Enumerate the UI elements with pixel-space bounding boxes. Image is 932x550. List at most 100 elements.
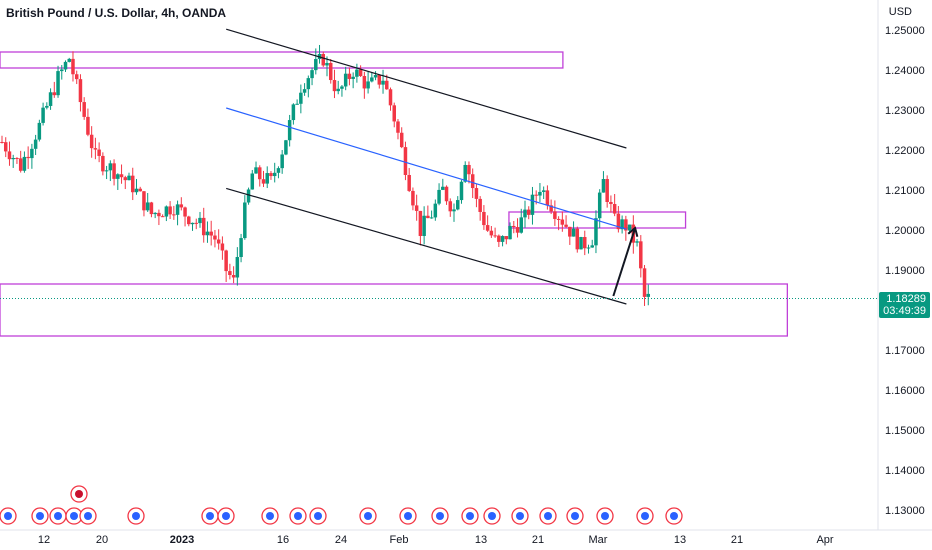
candle-body: [258, 167, 262, 180]
candle-body: [482, 211, 486, 226]
candle-body: [142, 191, 146, 211]
candle-body: [231, 275, 236, 278]
candle-body: [18, 158, 23, 171]
candle-body: [512, 225, 516, 228]
candle-body: [280, 154, 284, 169]
candle-body: [52, 92, 57, 96]
y-tick-label: 1.25000: [885, 25, 925, 37]
economic-event-flag-icon: [294, 512, 302, 520]
candle-body: [601, 179, 606, 193]
candle-body: [74, 74, 79, 80]
candle-body: [101, 155, 105, 172]
candle-body: [590, 245, 594, 248]
candle-body: [426, 215, 430, 219]
candle-body: [597, 192, 602, 219]
candle-body: [299, 92, 303, 104]
candle-body: [220, 243, 225, 251]
candle-body: [41, 107, 45, 123]
candle-body: [437, 189, 441, 204]
candle-body: [343, 73, 348, 87]
candle-body: [261, 179, 266, 184]
projection-arrow-line: [612, 227, 637, 297]
candle-body: [441, 186, 445, 190]
candle-body: [612, 204, 617, 214]
candle-body: [508, 225, 512, 240]
candle-body: [627, 224, 632, 231]
candle-body: [160, 216, 165, 218]
candle-body: [332, 80, 337, 92]
candle-body: [474, 188, 479, 199]
candle-body: [11, 158, 15, 160]
x-tick-label: Mar: [589, 534, 608, 546]
candle-body: [130, 175, 135, 193]
y-tick-label: 1.16000: [885, 385, 925, 397]
candle-body: [639, 241, 643, 269]
candle-body: [399, 132, 404, 148]
candle-body: [541, 190, 546, 192]
candle-body: [485, 225, 490, 231]
economic-event-flag-icon: [571, 512, 579, 520]
candle-body: [239, 238, 243, 258]
candle-body: [609, 201, 613, 205]
candle-body: [355, 69, 359, 77]
candle-body: [455, 200, 460, 210]
candle-body: [116, 174, 120, 179]
candle-body: [414, 205, 419, 211]
candle-body: [127, 175, 131, 181]
y-tick-label: 1.20000: [885, 225, 925, 237]
candle-body: [336, 88, 340, 92]
candle-body: [583, 237, 587, 249]
candle-body: [168, 206, 172, 215]
candle-body: [366, 81, 370, 89]
candle-body: [306, 78, 311, 90]
candle-body: [489, 230, 494, 236]
economic-event-flag-icon: [641, 512, 649, 520]
x-tick-label: 12: [38, 534, 50, 546]
candle-body: [82, 102, 86, 117]
candle-body: [201, 217, 206, 236]
candle-body: [97, 149, 101, 156]
economic-event-flag-icon: [670, 512, 678, 520]
economic-event-flag-icon: [436, 512, 444, 520]
x-tick-label: 21: [731, 534, 743, 546]
horizontal-zone: [0, 283, 788, 337]
candle-body: [385, 80, 389, 90]
x-tick-label: 24: [335, 534, 347, 546]
y-tick-label: 1.13000: [885, 505, 925, 517]
economic-event-flag-icon: [54, 512, 62, 520]
candle-body: [605, 179, 609, 202]
last-price-value: 1.18289: [886, 293, 926, 306]
y-tick-label: 1.22000: [885, 145, 925, 157]
candle-body: [22, 156, 27, 171]
x-tick-label: 13: [475, 534, 487, 546]
candle-body: [224, 250, 228, 272]
economic-event-flag-icon: [132, 512, 140, 520]
candle-body: [138, 188, 142, 192]
candle-body: [287, 120, 292, 141]
candle-body: [45, 105, 49, 108]
candle-body: [302, 89, 307, 93]
y-tick-label: 1.23000: [885, 105, 925, 117]
candle-body: [448, 201, 453, 212]
candle-body: [470, 174, 475, 189]
candle-body: [0, 142, 4, 143]
candle-body: [3, 142, 8, 152]
candle-body: [444, 186, 449, 202]
candle-body: [373, 75, 378, 78]
candle-body: [15, 158, 19, 160]
candle-body: [164, 206, 169, 217]
candle-body: [526, 209, 531, 215]
candle-body: [616, 213, 621, 230]
candle-body: [194, 222, 199, 224]
x-tick-label: Apr: [816, 534, 833, 546]
economic-event-flag-icon: [222, 512, 230, 520]
candle-body: [157, 212, 161, 217]
candle-body: [198, 217, 202, 224]
candle-body: [478, 198, 482, 212]
candle-body: [284, 140, 288, 155]
candle-body: [153, 212, 157, 215]
candle-body: [175, 204, 180, 215]
symbol-title[interactable]: British Pound / U.S. Dollar, 4h, OANDA: [6, 6, 227, 20]
